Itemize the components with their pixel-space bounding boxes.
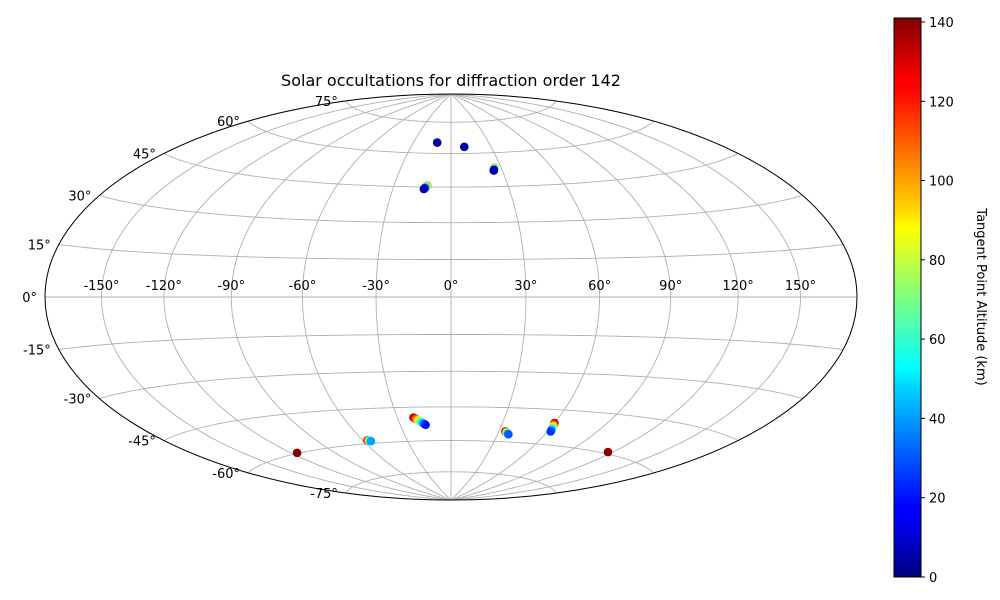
parallel-line bbox=[99, 370, 803, 399]
longitude-tick-label: -150° bbox=[83, 279, 119, 294]
parallel-line bbox=[58, 334, 844, 350]
colorbar-gradient bbox=[893, 17, 922, 578]
latitude-tick-label: 75° bbox=[315, 95, 338, 110]
colorbar-label: Tangent Point Altitude (km) bbox=[973, 207, 988, 385]
longitude-tick-label: 150° bbox=[785, 279, 816, 294]
parallel-line bbox=[163, 406, 739, 441]
latitude-tick-label: 45° bbox=[133, 148, 156, 163]
occultation-points bbox=[292, 138, 613, 458]
longitude-tick-label: -120° bbox=[146, 279, 182, 294]
latitude-tick-label: 60° bbox=[217, 115, 240, 130]
occultation-point bbox=[603, 447, 613, 457]
parallel-line bbox=[345, 471, 557, 494]
latitude-tick-label: 0° bbox=[22, 291, 37, 306]
longitude-tick-label: -60° bbox=[289, 279, 317, 294]
occultation-point bbox=[504, 430, 513, 439]
latitude-tick-labels: -75° -60° -45° -30° -15° 0° 15° 30° 45° 60° 75° bbox=[22, 95, 338, 502]
occultation-point bbox=[489, 166, 498, 175]
occultation-point bbox=[421, 420, 430, 430]
longitude-tick-label: 60° bbox=[588, 279, 611, 294]
colorbar: 0 20 40 60 80 100 120 140 Tangent Point Altitud… bbox=[893, 16, 988, 586]
colorbar-tick-label: 0 bbox=[929, 571, 937, 586]
longitude-tick-label: 90° bbox=[659, 279, 682, 294]
colorbar-tick-label: 20 bbox=[929, 492, 946, 507]
map-boundary bbox=[44, 93, 858, 501]
occultation-point bbox=[419, 184, 428, 194]
colorbar-tick-label: 80 bbox=[929, 254, 946, 269]
parallel-line bbox=[99, 195, 803, 224]
colorbar-tick-label: 100 bbox=[929, 175, 954, 190]
longitude-tick-label: -90° bbox=[217, 279, 245, 294]
colorbar-tick-label: 40 bbox=[929, 412, 946, 427]
parallel-line bbox=[163, 153, 739, 188]
colorbar-ticks: 0 20 40 60 80 100 120 140 bbox=[921, 16, 954, 586]
latitude-tick-label: 30° bbox=[68, 190, 91, 205]
parallel-line bbox=[247, 120, 655, 154]
longitude-tick-label: 0° bbox=[444, 279, 459, 294]
parallel-line bbox=[345, 100, 557, 123]
latitude-tick-label: -45° bbox=[128, 435, 156, 450]
occultation-point bbox=[292, 448, 302, 458]
longitude-tick-labels: -150° -120° -90° -60° -30° 0° 30° 60° 90° 120° 150… bbox=[83, 279, 816, 294]
longitude-tick-label: 30° bbox=[514, 279, 537, 294]
latitude-tick-label: -30° bbox=[64, 393, 92, 408]
latitude-tick-label: -60° bbox=[212, 467, 240, 482]
occultation-point bbox=[433, 138, 442, 147]
occultation-point bbox=[546, 427, 555, 436]
chart-title: Solar occultations for diffraction order… bbox=[281, 71, 621, 90]
longitude-tick-label: -30° bbox=[362, 279, 390, 294]
occultation-point bbox=[460, 142, 469, 152]
colorbar-tick-label: 120 bbox=[929, 95, 954, 110]
latitude-tick-label: 15° bbox=[28, 239, 51, 254]
longitude-tick-label: 120° bbox=[722, 279, 753, 294]
latitude-tick-label: -75° bbox=[310, 487, 338, 502]
graticule-grid bbox=[45, 94, 857, 500]
colorbar-tick-label: 60 bbox=[929, 333, 946, 348]
colorbar-tick-label: 140 bbox=[929, 16, 954, 31]
parallel-line bbox=[58, 244, 844, 260]
latitude-tick-label: -15° bbox=[23, 344, 51, 359]
occultation-point bbox=[366, 437, 376, 446]
